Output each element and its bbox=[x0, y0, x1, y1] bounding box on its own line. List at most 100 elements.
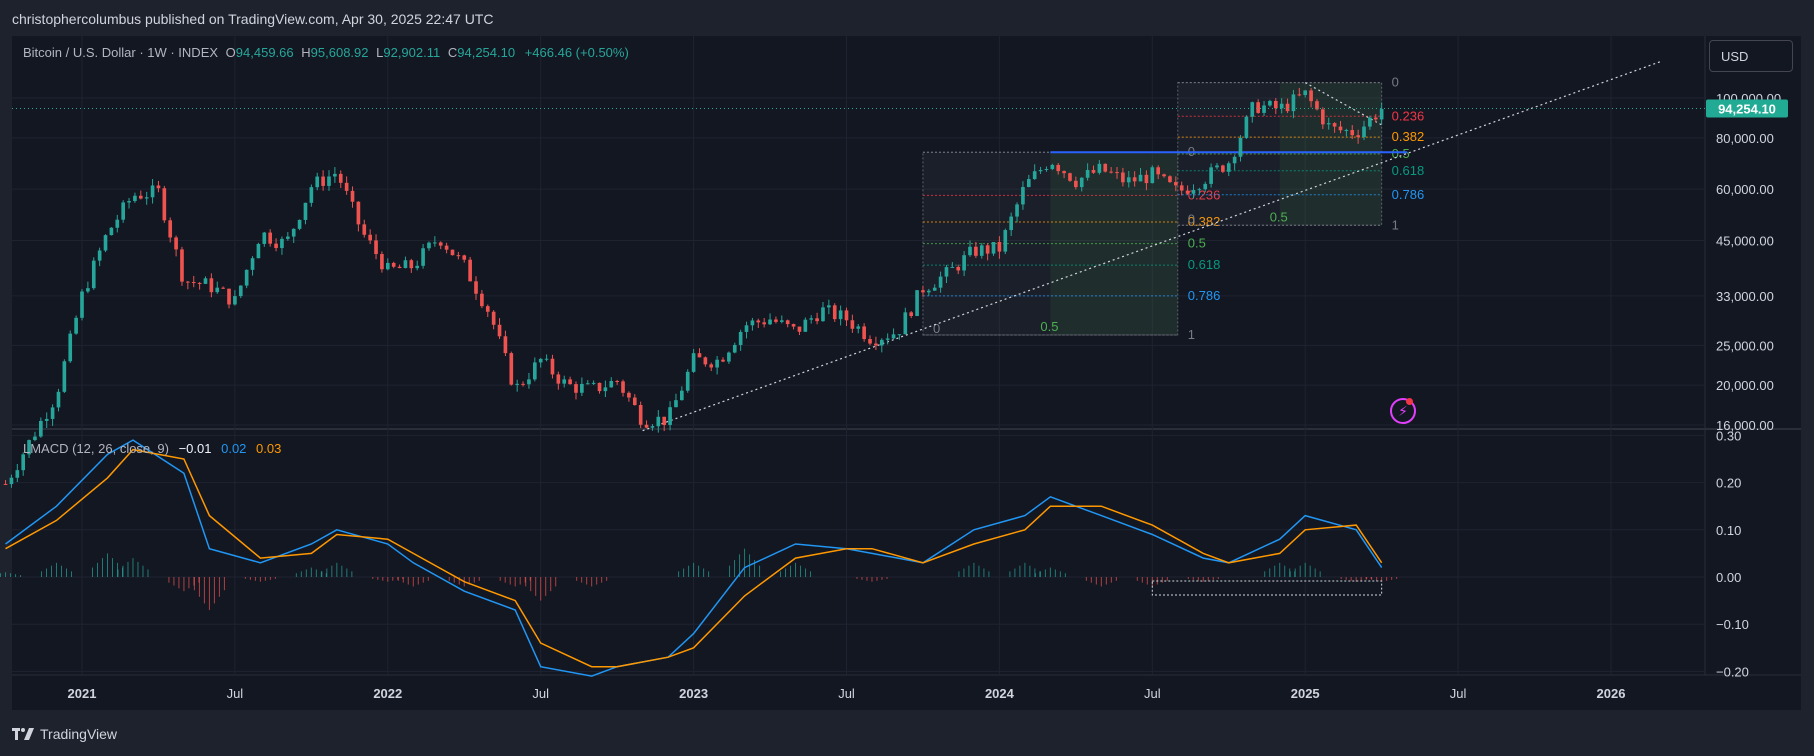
candle bbox=[680, 390, 684, 401]
publisher-info: christophercolumbus published on Trading… bbox=[12, 11, 494, 27]
candle bbox=[809, 318, 814, 320]
candle bbox=[391, 262, 396, 267]
candle bbox=[738, 331, 743, 345]
candle bbox=[756, 320, 761, 323]
candle bbox=[1368, 117, 1372, 127]
candle bbox=[74, 317, 78, 334]
candle bbox=[750, 320, 755, 326]
lightning-alert-icon[interactable]: ⚡ bbox=[1390, 398, 1416, 424]
candle bbox=[233, 296, 237, 305]
candle bbox=[497, 324, 502, 337]
candle bbox=[21, 454, 26, 471]
candle bbox=[1279, 103, 1284, 109]
candle bbox=[1373, 117, 1378, 120]
fib-level-label: 0.786 bbox=[1188, 288, 1221, 303]
candle bbox=[515, 383, 519, 385]
change-value: +466.46 (+0.50%) bbox=[524, 45, 629, 60]
candle bbox=[850, 320, 855, 329]
candle bbox=[838, 310, 843, 320]
candle bbox=[456, 255, 461, 257]
candle bbox=[727, 352, 731, 362]
time-axis-label: Jul bbox=[227, 686, 244, 701]
candle bbox=[97, 250, 102, 261]
price-axis-label: 80,000.00 bbox=[1716, 131, 1774, 146]
candle bbox=[315, 176, 320, 188]
candle bbox=[903, 312, 908, 335]
candle bbox=[638, 405, 643, 425]
candle bbox=[1162, 174, 1166, 177]
candle bbox=[1121, 172, 1125, 183]
macd-axis-label: −0.20 bbox=[1716, 664, 1749, 679]
candle bbox=[774, 319, 778, 322]
candle bbox=[1115, 172, 1119, 174]
notification-dot bbox=[1406, 398, 1413, 405]
time-axis-label: 2023 bbox=[679, 686, 708, 701]
candle bbox=[862, 326, 866, 340]
candle bbox=[1132, 177, 1137, 182]
candle bbox=[568, 379, 572, 385]
candle bbox=[1350, 130, 1355, 136]
candle bbox=[585, 383, 590, 385]
candle bbox=[1326, 123, 1331, 125]
candle bbox=[915, 290, 919, 316]
candle bbox=[350, 190, 355, 202]
candle bbox=[1062, 171, 1066, 174]
trendline bbox=[642, 60, 1663, 432]
candle bbox=[891, 334, 896, 339]
candle bbox=[962, 255, 966, 271]
candle bbox=[1191, 190, 1196, 194]
candle bbox=[238, 285, 243, 297]
candle bbox=[1021, 187, 1025, 205]
candle bbox=[1262, 105, 1266, 113]
candle bbox=[244, 269, 249, 286]
candle bbox=[1044, 169, 1049, 171]
candle bbox=[1344, 130, 1349, 132]
chart-canvas[interactable]: 2021 Jul 2022 Jul 2023 Jul 2024 Jul 2025 Jul 2026 1… bbox=[0, 0, 1814, 710]
candle bbox=[438, 242, 443, 246]
last-price-badge bbox=[1706, 99, 1788, 118]
candle bbox=[9, 477, 14, 485]
fib-level-label: 0.236 bbox=[1188, 187, 1221, 202]
low-value: 92,902.11 bbox=[383, 45, 441, 60]
candle bbox=[1332, 123, 1337, 127]
close-label: C bbox=[447, 45, 458, 60]
candle bbox=[1091, 169, 1096, 173]
candle bbox=[91, 260, 96, 289]
macd-axis-label: 0.30 bbox=[1716, 428, 1741, 443]
candle bbox=[521, 383, 525, 385]
candle bbox=[356, 201, 361, 225]
candle bbox=[427, 242, 431, 249]
candle bbox=[632, 397, 637, 406]
candle bbox=[39, 420, 43, 437]
candle bbox=[15, 470, 20, 478]
tradingview-logo[interactable]: TradingView bbox=[12, 726, 117, 742]
candle bbox=[415, 265, 420, 269]
signal-line bbox=[5, 448, 1383, 668]
candle bbox=[491, 311, 496, 325]
candle bbox=[1109, 171, 1113, 173]
candle bbox=[715, 359, 719, 368]
macd-value-3: 0.03 bbox=[256, 441, 282, 456]
candle bbox=[1038, 170, 1043, 172]
candle bbox=[291, 228, 296, 237]
candle bbox=[433, 242, 437, 244]
candle bbox=[556, 374, 561, 384]
candle bbox=[1244, 116, 1249, 138]
candle bbox=[1285, 103, 1290, 112]
candle bbox=[1379, 109, 1384, 120]
candle bbox=[1197, 189, 1202, 191]
candle bbox=[1273, 100, 1278, 109]
candle bbox=[450, 249, 455, 256]
candle bbox=[27, 440, 31, 455]
currency-button[interactable]: USD bbox=[1709, 40, 1793, 72]
candle bbox=[691, 353, 696, 372]
candle bbox=[1168, 176, 1172, 183]
last-price-label: 94,254.10 bbox=[1718, 102, 1776, 117]
candle bbox=[685, 371, 690, 391]
fib-level-label: 0.618 bbox=[1188, 257, 1221, 272]
candle bbox=[262, 232, 267, 244]
candle bbox=[997, 241, 1002, 252]
candle bbox=[385, 262, 390, 270]
fib-origin-label: 0 bbox=[933, 321, 940, 336]
high-label: H bbox=[301, 45, 311, 60]
